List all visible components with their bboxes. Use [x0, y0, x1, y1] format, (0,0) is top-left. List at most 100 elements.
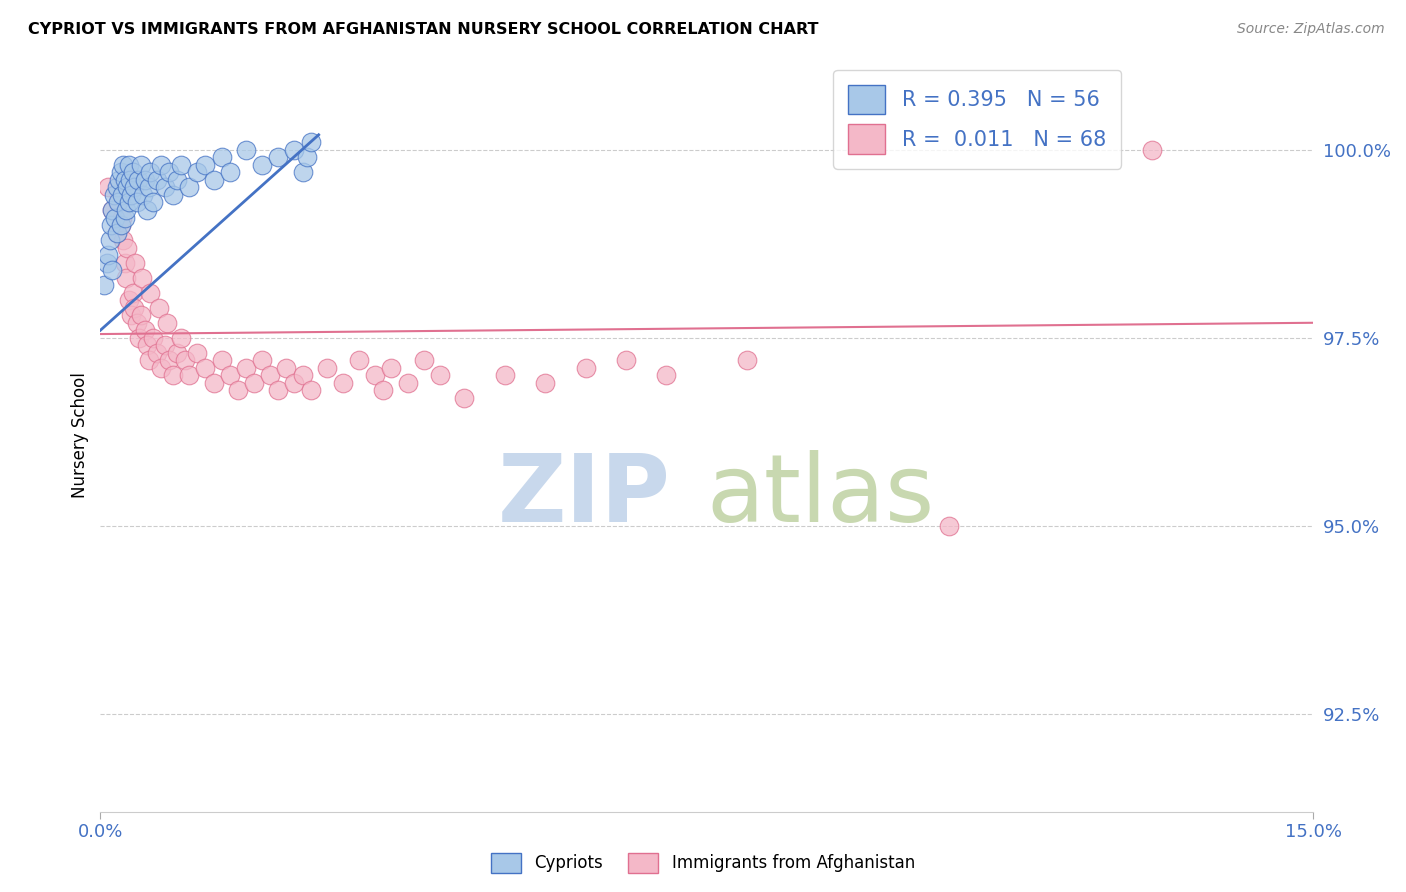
Point — [105, 180, 128, 194]
Point — [115, 180, 138, 194]
Point — [396, 376, 419, 390]
Point — [138, 353, 160, 368]
Point — [128, 331, 150, 345]
Point — [614, 353, 637, 368]
Point — [250, 353, 273, 368]
Point — [218, 368, 240, 383]
Point — [735, 353, 758, 368]
Point — [131, 270, 153, 285]
Point — [121, 165, 143, 179]
Point — [267, 150, 290, 164]
Point — [97, 180, 120, 194]
Point — [179, 180, 201, 194]
Point — [157, 353, 180, 368]
Legend: R = 0.395   N = 56, R =  0.011   N = 68: R = 0.395 N = 56, R = 0.011 N = 68 — [834, 70, 1121, 169]
Point — [170, 158, 193, 172]
Y-axis label: Nursery School: Nursery School — [72, 373, 89, 499]
Text: ZIP: ZIP — [498, 450, 671, 541]
Point — [267, 384, 290, 398]
Point — [114, 255, 136, 269]
Point — [156, 316, 179, 330]
Point — [194, 158, 217, 172]
Point — [243, 376, 266, 390]
Point — [97, 248, 120, 262]
Point — [276, 360, 298, 375]
Point — [115, 202, 138, 217]
Point — [174, 353, 197, 368]
Point — [138, 180, 160, 194]
Point — [101, 202, 124, 217]
Point — [142, 331, 165, 345]
Point — [136, 202, 159, 217]
Point — [295, 150, 318, 164]
Point — [186, 346, 208, 360]
Point — [111, 233, 134, 247]
Point — [166, 173, 188, 187]
Point — [103, 188, 125, 202]
Point — [101, 263, 124, 277]
Point — [127, 173, 149, 187]
Point — [315, 360, 337, 375]
Point — [194, 360, 217, 375]
Point — [96, 255, 118, 269]
Point — [124, 255, 146, 269]
Point — [283, 376, 305, 390]
Point — [111, 211, 134, 225]
Text: CYPRIOT VS IMMIGRANTS FROM AFGHANISTAN NURSERY SCHOOL CORRELATION CHART: CYPRIOT VS IMMIGRANTS FROM AFGHANISTAN N… — [28, 22, 818, 37]
Text: Source: ZipAtlas.com: Source: ZipAtlas.com — [1237, 22, 1385, 37]
Point — [235, 360, 257, 375]
Point — [93, 278, 115, 293]
Point — [226, 384, 249, 398]
Point — [364, 368, 387, 383]
Point — [380, 360, 402, 375]
Point — [332, 376, 354, 390]
Point — [118, 293, 141, 308]
Point — [146, 346, 169, 360]
Point — [124, 301, 146, 315]
Point — [115, 241, 138, 255]
Point — [429, 368, 451, 383]
Point — [162, 188, 184, 202]
Point — [125, 195, 148, 210]
Point — [373, 384, 395, 398]
Point — [134, 173, 156, 187]
Point — [114, 211, 136, 225]
Point — [120, 173, 142, 187]
Point — [153, 338, 176, 352]
Point — [166, 346, 188, 360]
Point — [110, 218, 132, 232]
Point — [118, 195, 141, 210]
Point — [150, 158, 173, 172]
Point — [105, 226, 128, 240]
Point — [162, 368, 184, 383]
Point — [98, 233, 121, 247]
Point — [115, 270, 138, 285]
Point — [111, 188, 134, 202]
Point — [186, 165, 208, 179]
Point — [124, 180, 146, 194]
Point — [108, 173, 131, 187]
Point — [655, 368, 678, 383]
Point — [299, 136, 322, 150]
Point — [107, 195, 129, 210]
Point — [110, 218, 132, 232]
Point — [250, 158, 273, 172]
Point — [453, 391, 475, 405]
Point — [211, 150, 233, 164]
Point — [412, 353, 434, 368]
Point — [202, 376, 225, 390]
Point — [136, 338, 159, 352]
Point — [104, 211, 127, 225]
Point — [139, 165, 162, 179]
Point — [211, 353, 233, 368]
Point — [170, 331, 193, 345]
Point — [134, 323, 156, 337]
Point — [110, 165, 132, 179]
Point — [1140, 143, 1163, 157]
Point — [139, 285, 162, 300]
Point — [179, 368, 201, 383]
Point — [157, 165, 180, 179]
Point — [218, 165, 240, 179]
Legend: Cypriots, Immigrants from Afghanistan: Cypriots, Immigrants from Afghanistan — [485, 847, 921, 880]
Point — [291, 368, 314, 383]
